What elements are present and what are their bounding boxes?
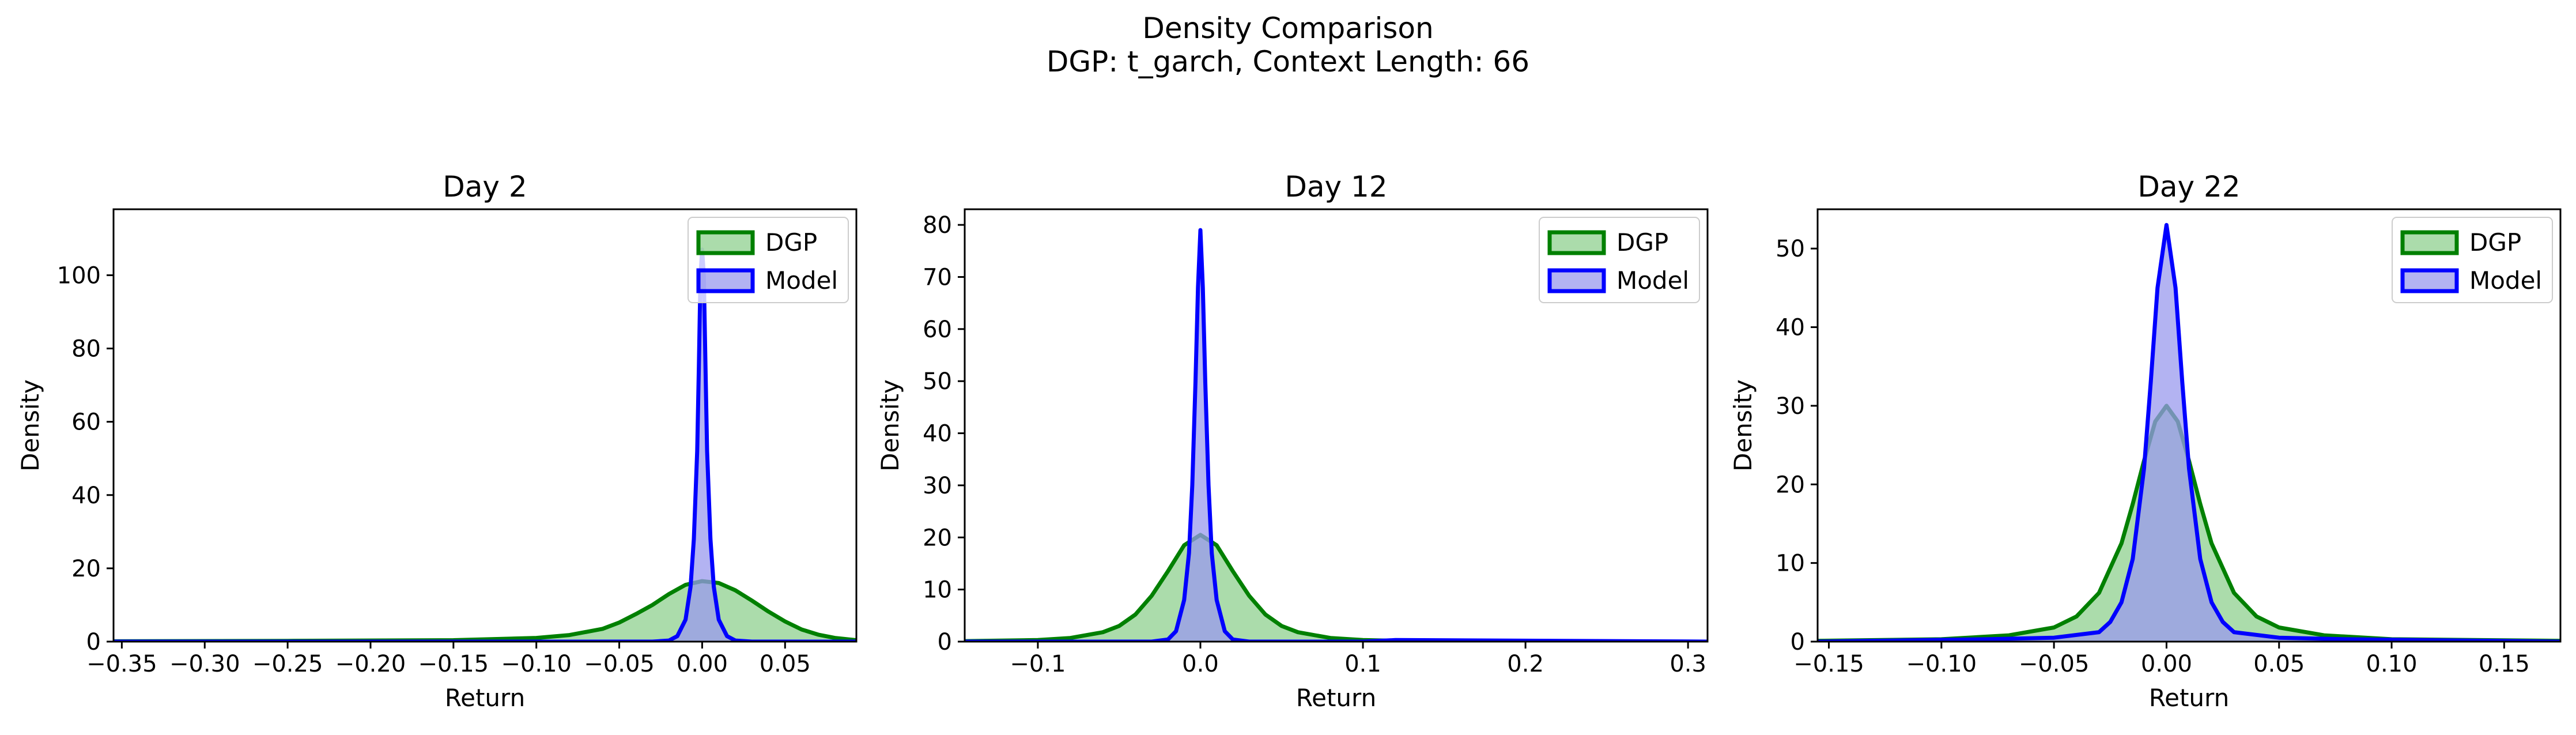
x-tick-label: 0.00	[677, 651, 728, 677]
x-tick-label: −0.30	[169, 651, 240, 677]
axes-frame	[112, 208, 858, 643]
x-tick-label: −0.10	[501, 651, 572, 677]
y-tick-label: 30	[1776, 393, 1805, 420]
x-axis-label: Return	[445, 684, 525, 712]
figure-title-line2: DGP: t_garch, Context Length: 66	[1047, 45, 1529, 78]
series-model-area	[1818, 225, 2560, 642]
legend-label-model: Model	[1616, 266, 1689, 295]
y-tick-label: 50	[1776, 236, 1805, 262]
x-tick-label: 0.2	[1507, 651, 1544, 677]
y-tick-label: 80	[923, 212, 952, 239]
x-tick-label: −0.10	[1906, 651, 1977, 677]
x-tick-label: −0.25	[252, 651, 323, 677]
x-tick-label: 0.3	[1670, 651, 1706, 677]
y-tick-label: 10	[923, 577, 952, 604]
x-tick-label: 0.1	[1344, 651, 1381, 677]
x-tick-label: −0.1	[1010, 651, 1066, 677]
y-tick-label: 40	[923, 421, 952, 447]
legend-label-dgp: DGP	[765, 228, 817, 257]
x-tick-label: −0.05	[2019, 651, 2090, 677]
y-tick-label: 50	[923, 368, 952, 395]
x-tick-label: 0.05	[2253, 651, 2305, 677]
y-tick-label: 40	[1776, 315, 1805, 341]
legend-swatch-model	[2400, 268, 2459, 293]
y-axis-label: Density	[876, 379, 904, 472]
subplot-panels: −0.35 −0.30 −0.25 −0.20 −0.15 −0.10 −0.05 0.00 0…	[16, 170, 2562, 712]
axes-frame	[1816, 208, 2562, 643]
series-dgp-area	[114, 581, 856, 642]
legend-label-dgp: DGP	[1616, 228, 1668, 257]
legend: DGP Model	[1539, 217, 1700, 303]
legend-swatch-model	[696, 268, 755, 293]
y-tick-label: 40	[71, 483, 101, 509]
y-tick-label: 100	[57, 262, 101, 289]
figure-title-line1: Density Comparison	[1142, 12, 1433, 45]
y-tick-label: 80	[71, 336, 101, 363]
y-tick-label: 30	[923, 473, 952, 499]
x-axis-label: Return	[2149, 684, 2229, 712]
legend-swatch-model	[1547, 268, 1606, 293]
x-tick-label: 0.10	[2366, 651, 2418, 677]
y-tick-label: 20	[923, 525, 952, 551]
y-tick-label: 60	[71, 409, 101, 436]
subplot-title: Day 22	[2137, 170, 2240, 203]
legend-label-model: Model	[2469, 266, 2542, 295]
x-tick-label: −0.15	[418, 651, 489, 677]
y-tick-label: 70	[923, 264, 952, 291]
x-tick-label: 0.05	[760, 651, 811, 677]
axes-frame	[964, 208, 1709, 643]
legend-swatch-dgp	[2400, 230, 2459, 255]
x-axis-label: Return	[1296, 684, 1376, 712]
legend-swatch-dgp	[696, 230, 755, 255]
x-tick-label: −0.20	[335, 651, 406, 677]
x-tick-label: 0.00	[2141, 651, 2192, 677]
subplot-title: Day 12	[1285, 170, 1387, 203]
x-tick-label: −0.15	[1793, 651, 1864, 677]
x-tick-label: −0.05	[584, 651, 655, 677]
legend: DGP Model	[688, 217, 849, 303]
subplot-day-2: −0.1 0.0 0.1 0.2 0.3 0 10 20 30 40 50 60 70 80 Day 12 R…	[876, 170, 1709, 712]
y-axis-label: Density	[1729, 379, 1757, 472]
series-dgp-area	[965, 534, 1708, 642]
y-tick-label: 60	[923, 316, 952, 343]
subplot-day-3: −0.15 −0.10 −0.05 0.00 0.05 0.10 0.15 0 10 20 30 40…	[1729, 170, 2562, 712]
y-axis-label: Density	[16, 379, 44, 472]
legend-label-dgp: DGP	[2469, 228, 2521, 257]
y-tick-label: 0	[86, 629, 101, 655]
subplot-day-1: −0.35 −0.30 −0.25 −0.20 −0.15 −0.10 −0.05 0.00 0…	[16, 170, 858, 712]
plot-area	[1818, 223, 2560, 642]
series-dgp-line	[965, 533, 1708, 642]
legend-swatch-dgp	[1547, 230, 1606, 255]
subplot-title: Day 2	[443, 170, 527, 203]
y-tick-label: 0	[938, 629, 952, 655]
series-dgp-line	[114, 579, 856, 642]
y-tick-label: 20	[1776, 472, 1805, 498]
x-tick-label: −0.35	[86, 651, 157, 677]
y-tick-label: 0	[1791, 629, 1805, 655]
x-tick-label: 0.15	[2479, 651, 2530, 677]
legend-label-model: Model	[765, 266, 838, 295]
y-tick-label: 10	[1776, 551, 1805, 577]
legend: DGP Model	[2392, 217, 2553, 303]
series-model-line	[1818, 223, 2560, 642]
x-tick-label: 0.0	[1182, 651, 1219, 677]
y-tick-label: 20	[71, 556, 101, 582]
